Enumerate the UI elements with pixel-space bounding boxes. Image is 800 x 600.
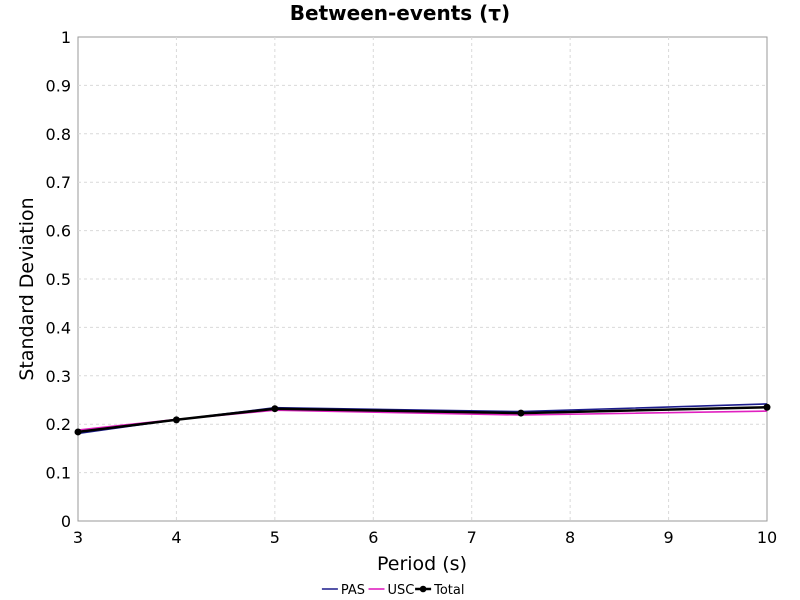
x-axis-label: Period (s) (377, 553, 467, 575)
y-tick-label: 1 (61, 28, 71, 47)
y-tick-label: 0.5 (46, 270, 71, 289)
data-point-total (763, 403, 771, 411)
legend: PAS USC Total (321, 583, 464, 598)
y-tick-label: 0.6 (46, 222, 71, 241)
x-tick-label: 5 (270, 528, 280, 547)
x-tick-label: 3 (73, 528, 83, 547)
legend-marker-total (419, 585, 427, 593)
legend-label-usc: USC (388, 583, 415, 598)
y-tick-label: 0.8 (46, 125, 71, 144)
y-tick-label: 0.2 (46, 415, 71, 434)
y-tick-label: 0.7 (46, 173, 71, 192)
data-point-total (172, 416, 180, 424)
x-tick-label: 10 (757, 528, 777, 547)
series-layer (74, 403, 771, 436)
y-tick-label: 0.9 (46, 76, 71, 95)
legend-label-pas: PAS (341, 583, 365, 598)
grid (78, 37, 767, 521)
legend-label-total: Total (433, 583, 464, 598)
x-tick-label: 7 (467, 528, 477, 547)
y-tick-label: 0 (61, 512, 71, 531)
x-tick-label: 9 (663, 528, 673, 547)
x-tick-label: 8 (565, 528, 575, 547)
y-tick-label: 0.3 (46, 367, 71, 386)
data-point-total (74, 428, 82, 436)
x-axis-ticks: 3 4 5 6 7 8 9 10 (73, 528, 777, 547)
x-tick-label: 4 (171, 528, 181, 547)
y-axis-label: Standard Deviation (16, 197, 38, 380)
data-point-total (517, 409, 525, 417)
y-axis-ticks: 0 0.1 0.2 0.3 0.4 0.5 0.6 0.7 0.8 0.9 1 (46, 28, 71, 531)
data-point-total (271, 405, 279, 413)
x-tick-label: 6 (368, 528, 378, 547)
y-tick-label: 0.1 (46, 464, 71, 483)
chart-title: Between-events (τ) (290, 1, 510, 25)
y-tick-label: 0.4 (46, 318, 71, 337)
